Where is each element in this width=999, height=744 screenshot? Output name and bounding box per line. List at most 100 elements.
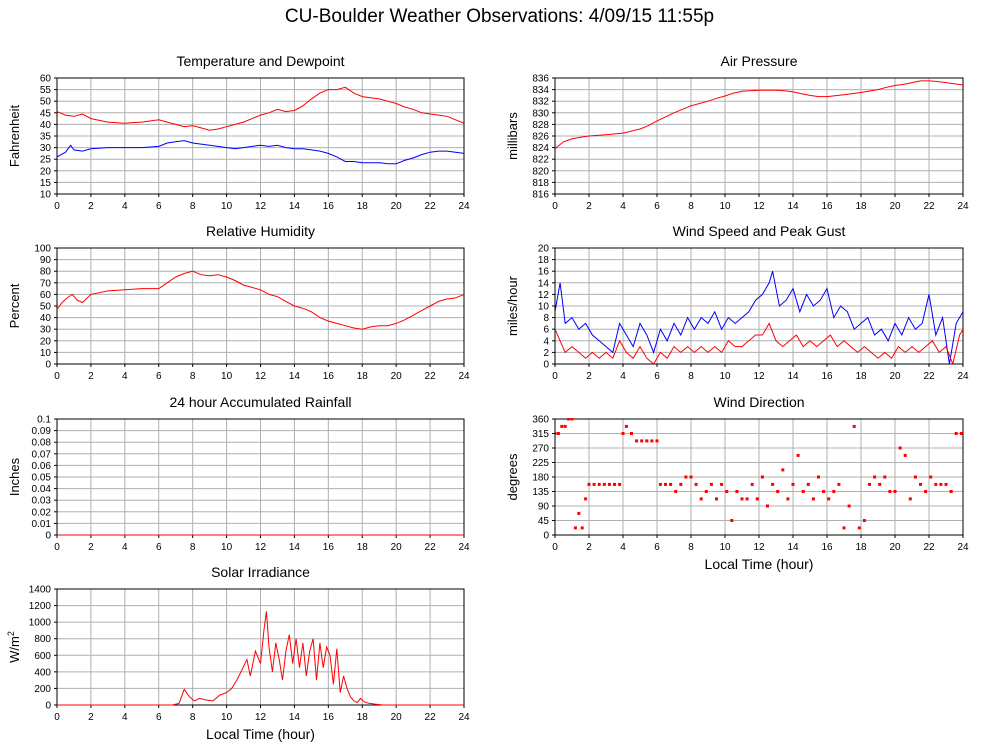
data-point [888, 490, 892, 493]
y-tick-label: 830 [532, 108, 549, 119]
x-tick-label: 12 [255, 542, 267, 553]
y-tick-label: 30 [40, 143, 52, 154]
x-tick-label: 22 [923, 371, 935, 382]
x-tick-label: 24 [458, 542, 470, 553]
y-tick-label: 45 [538, 516, 550, 527]
data-point [556, 432, 560, 435]
series-line-0 [57, 611, 464, 706]
y-tick-label: 80 [40, 267, 52, 278]
series-line-0 [555, 80, 963, 150]
data-point [796, 453, 800, 457]
y-tick-label: 832 [532, 97, 549, 108]
x-tick-label: 20 [889, 371, 901, 382]
x-tick-label: 0 [54, 201, 60, 212]
x-tick-label: 12 [753, 201, 765, 212]
series-line-0 [57, 86, 464, 131]
data-point [873, 475, 877, 479]
y-tick-label: 2 [543, 348, 549, 359]
data-point [587, 482, 591, 486]
data-point [934, 482, 938, 486]
data-point [655, 439, 659, 443]
data-point [630, 432, 633, 435]
x-tick-label: 8 [190, 542, 196, 553]
y-tick-label: 90 [40, 255, 52, 266]
x-tick-label: 0 [54, 712, 60, 723]
x-tick-label: 24 [458, 201, 470, 212]
y-tick-label: 822 [532, 155, 549, 166]
data-point [827, 497, 831, 501]
y-tick-label: 0.04 [32, 484, 52, 495]
x-tick-label: 14 [289, 371, 301, 382]
data-point [664, 482, 667, 486]
x-tick-label: 14 [289, 201, 301, 212]
x-tick-label: 12 [255, 371, 267, 382]
y-tick-label: 14 [538, 278, 550, 289]
x-tick-label: 16 [323, 201, 335, 212]
x-tick-label: 0 [552, 542, 558, 553]
data-point [898, 446, 902, 450]
x-tick-label: 12 [255, 712, 267, 723]
x-tick-label: 2 [586, 542, 592, 553]
y-tick-label: 25 [40, 155, 52, 166]
data-point [735, 490, 739, 493]
x-tick-label: 4 [122, 371, 128, 382]
x-tick-label: 6 [156, 201, 162, 212]
data-point [766, 504, 769, 508]
data-point [924, 490, 928, 493]
y-tick-label: 20 [538, 244, 550, 255]
plot-area [57, 86, 464, 165]
y-tick-label: 600 [34, 651, 51, 662]
data-point [847, 504, 851, 508]
x-tick-label: 16 [821, 201, 833, 212]
y-tick-label: 225 [532, 458, 549, 469]
y-tick-label: 10 [40, 190, 52, 201]
y-tick-label: 135 [532, 487, 549, 498]
y-tick-label: 0 [45, 360, 51, 371]
x-tick-label: 4 [122, 542, 128, 553]
data-point [893, 490, 897, 493]
data-point [791, 482, 795, 486]
x-tick-label: 16 [323, 712, 335, 723]
plot-area [555, 418, 963, 530]
y-tick-label: 45 [40, 108, 52, 119]
x-tick-label: 14 [289, 542, 301, 553]
y-axis-label: Inches [7, 457, 22, 496]
y-tick-label: 360 [532, 415, 549, 426]
y-tick-label: 60 [40, 74, 52, 85]
data-point [658, 482, 662, 486]
data-point [621, 432, 625, 435]
x-tick-label: 6 [156, 371, 162, 382]
x-tick-label: 2 [88, 201, 94, 212]
x-tick-label: 4 [122, 201, 128, 212]
y-tick-label: 200 [34, 684, 51, 695]
data-point [563, 424, 567, 428]
y-tick-label: 800 [34, 634, 51, 645]
x-tick-label: 10 [221, 201, 233, 212]
y-tick-label: 270 [532, 444, 549, 455]
x-tick-label: 22 [425, 201, 437, 212]
x-tick-label: 20 [391, 201, 403, 212]
data-point [669, 482, 673, 486]
data-point [832, 490, 836, 493]
x-tick-label: 10 [221, 712, 233, 723]
data-point [730, 519, 734, 522]
y-tick-label: 820 [532, 166, 549, 177]
x-tick-label: 16 [323, 542, 335, 553]
data-point [592, 482, 596, 486]
data-point [624, 424, 628, 428]
data-point [607, 482, 611, 486]
x-tick-label: 8 [190, 201, 196, 212]
y-tick-label: 0.03 [32, 496, 52, 507]
x-tick-label: 2 [88, 542, 94, 553]
x-tick-label: 8 [688, 542, 694, 553]
data-point [597, 482, 601, 486]
y-tick-label: 1000 [29, 618, 52, 629]
y-tick-label: 0 [45, 701, 51, 712]
x-tick-label: 20 [889, 201, 901, 212]
x-tick-label: 10 [221, 542, 233, 553]
x-tick-label: 14 [787, 542, 799, 553]
x-tick-label: 12 [753, 371, 765, 382]
data-point [650, 439, 654, 443]
x-tick-label: 4 [620, 371, 626, 382]
